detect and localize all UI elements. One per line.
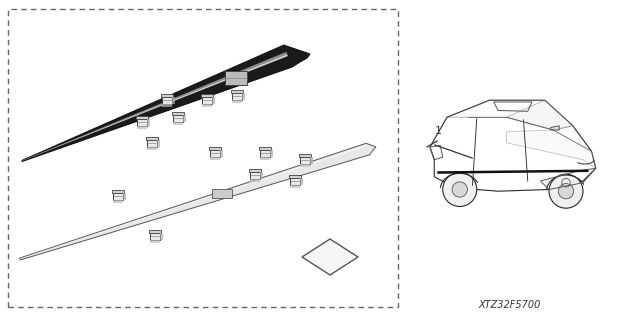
Circle shape [549, 174, 583, 208]
Circle shape [443, 173, 477, 206]
Polygon shape [22, 52, 287, 161]
Bar [300, 178, 303, 185]
Bar [173, 122, 184, 124]
Bar [161, 233, 163, 240]
Bar [161, 104, 172, 107]
Bar [210, 157, 220, 160]
Bar [225, 71, 247, 85]
Bar [201, 94, 213, 97]
Bar [136, 116, 148, 119]
FancyBboxPatch shape [161, 97, 172, 104]
FancyBboxPatch shape [173, 115, 184, 122]
Polygon shape [302, 239, 358, 275]
Circle shape [558, 183, 573, 199]
Bar [231, 90, 243, 93]
Bar [112, 190, 124, 193]
Text: 1: 1 [435, 126, 442, 136]
Bar [184, 115, 186, 122]
Bar [300, 164, 310, 167]
Bar [146, 137, 158, 140]
Bar [310, 157, 314, 164]
FancyBboxPatch shape [232, 93, 243, 100]
FancyBboxPatch shape [250, 172, 260, 179]
Polygon shape [550, 126, 559, 130]
Bar [202, 104, 212, 107]
Bar [299, 154, 311, 157]
Bar [147, 147, 157, 150]
Polygon shape [506, 130, 596, 168]
Bar [209, 147, 221, 150]
Bar [260, 172, 264, 179]
Bar [124, 193, 127, 200]
FancyBboxPatch shape [260, 150, 271, 157]
Bar [289, 175, 301, 178]
Bar [250, 179, 260, 182]
Polygon shape [447, 100, 573, 130]
Bar [150, 240, 161, 242]
FancyBboxPatch shape [136, 119, 147, 126]
Bar [232, 100, 243, 102]
Bar [172, 112, 184, 115]
Bar [260, 157, 271, 160]
FancyBboxPatch shape [210, 150, 220, 157]
Bar [270, 150, 273, 157]
FancyBboxPatch shape [202, 97, 212, 104]
FancyBboxPatch shape [300, 157, 310, 164]
Polygon shape [20, 145, 367, 259]
Bar [249, 169, 261, 172]
Bar [147, 119, 150, 126]
Circle shape [452, 182, 467, 197]
Bar [172, 97, 175, 104]
Bar [149, 230, 161, 233]
Bar [290, 185, 300, 188]
Polygon shape [506, 100, 573, 130]
Bar [113, 200, 124, 203]
Bar [220, 150, 223, 157]
FancyBboxPatch shape [150, 233, 161, 240]
Bar [8, 9, 398, 307]
Bar [212, 97, 216, 104]
Bar [212, 189, 232, 198]
FancyBboxPatch shape [147, 140, 157, 147]
Polygon shape [20, 143, 376, 260]
Polygon shape [22, 45, 310, 161]
Bar [157, 140, 161, 147]
FancyBboxPatch shape [290, 178, 300, 185]
Polygon shape [22, 55, 288, 161]
Bar [136, 126, 147, 129]
Bar [259, 147, 271, 150]
FancyBboxPatch shape [113, 193, 124, 200]
Bar [243, 93, 245, 100]
Text: XTZ32F5700: XTZ32F5700 [479, 300, 541, 310]
Bar [161, 94, 173, 97]
